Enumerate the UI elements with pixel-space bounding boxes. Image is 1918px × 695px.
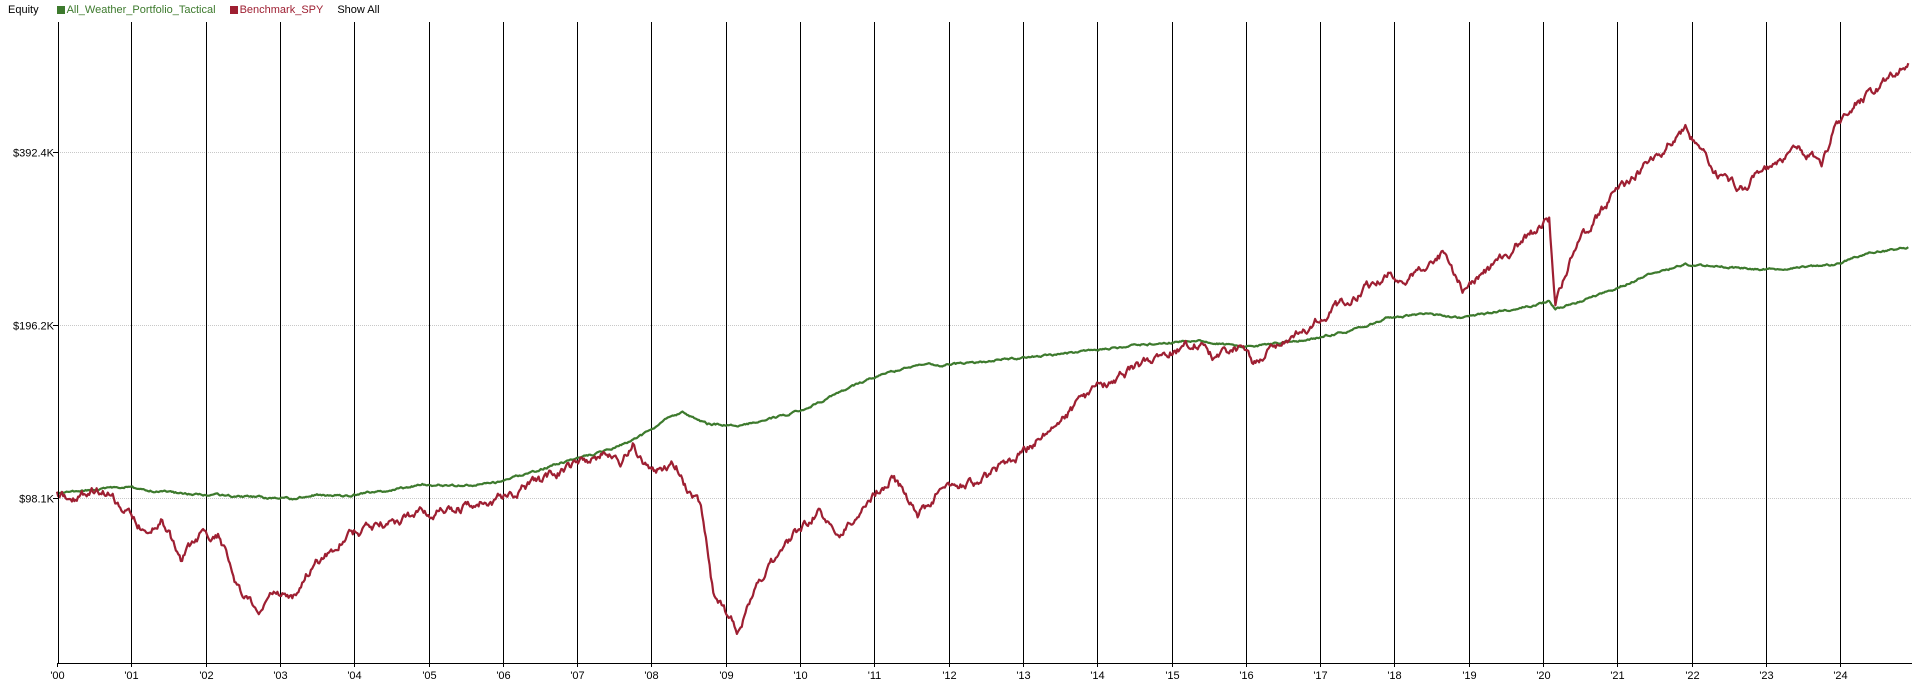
y-tick-label: $196.2K — [13, 321, 55, 333]
x-tick-label: '19 — [1462, 670, 1476, 682]
x-tick-label: '11 — [868, 670, 882, 682]
x-tick-label: '06 — [496, 670, 510, 682]
x-tick-label: '07 — [570, 670, 584, 682]
legend-label-benchmark: Benchmark_SPY — [239, 4, 324, 16]
x-tick-label: '15 — [1165, 670, 1179, 682]
x-tick-label: '13 — [1016, 670, 1030, 682]
chart-legend: Equity All_Weather_Portfolio_Tactical Be… — [8, 2, 394, 18]
legend-label-all-weather: All_Weather_Portfolio_Tactical — [66, 4, 216, 16]
x-tick-label: '10 — [793, 670, 807, 682]
x-gridlines — [131, 22, 1841, 663]
x-tick-label: '12 — [942, 670, 956, 682]
x-tick-label: '14 — [1090, 670, 1104, 682]
series-line-benchmark-spy — [55, 62, 1910, 635]
x-tick-label: '24 — [1833, 670, 1847, 682]
x-tick-label: '22 — [1685, 670, 1699, 682]
x-tick-label: '23 — [1759, 670, 1773, 682]
x-tick-label: '21 — [1610, 670, 1624, 682]
x-tick-label: '18 — [1387, 670, 1401, 682]
series-line-all-weather — [56, 246, 1909, 501]
y-gridlines — [58, 152, 1912, 499]
x-tick-label: '09 — [719, 670, 733, 682]
y-tick-labels: $98.1K $196.2K $392.4K — [13, 148, 55, 506]
x-tick-labels: '00 '01 '02 '03 '04 '05 '06 '07 '08 '09 '10 '11 '12 '… — [50, 670, 1847, 682]
show-all-button[interactable]: Show All — [337, 4, 380, 16]
x-tick-label: '00 — [50, 670, 64, 682]
x-tick-label: '17 — [1313, 670, 1327, 682]
x-tick-label: '04 — [347, 670, 361, 682]
x-tick-label: '20 — [1536, 670, 1550, 682]
legend-title: Equity — [8, 4, 39, 16]
x-tick-label: '16 — [1239, 670, 1253, 682]
x-tick-label: '01 — [124, 670, 138, 682]
legend-swatch-benchmark — [229, 6, 238, 14]
x-tick-label: '02 — [199, 670, 213, 682]
x-tick-label: '03 — [273, 670, 287, 682]
x-tick-label: '05 — [422, 670, 436, 682]
legend-item-all-weather[interactable]: All_Weather_Portfolio_Tactical — [56, 4, 216, 16]
legend-swatch-all-weather — [56, 6, 65, 14]
x-tick-label: '08 — [644, 670, 658, 682]
axes — [53, 22, 1912, 667]
y-tick-label: $392.4K — [13, 148, 55, 160]
y-tick-label: $98.1K — [19, 494, 55, 506]
legend-item-benchmark[interactable]: Benchmark_SPY — [229, 4, 324, 16]
series-lines — [55, 62, 1910, 635]
